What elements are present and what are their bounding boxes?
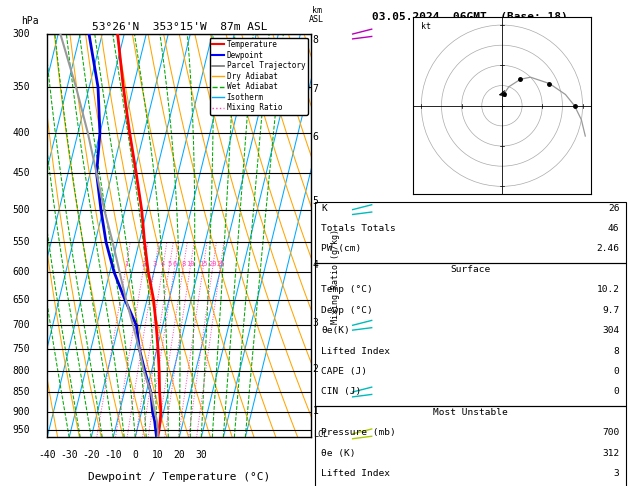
Text: 900: 900 (13, 407, 30, 417)
Text: 0: 0 (614, 387, 620, 397)
Text: 8: 8 (313, 35, 318, 45)
Text: km
ASL: km ASL (309, 6, 324, 24)
Text: Temp (°C): Temp (°C) (321, 285, 372, 295)
Text: 15: 15 (199, 260, 208, 266)
Text: 25: 25 (216, 260, 225, 266)
Text: -10: -10 (104, 450, 122, 459)
Text: 750: 750 (13, 344, 30, 354)
Text: Most Unstable: Most Unstable (433, 408, 508, 417)
Text: Surface: Surface (450, 265, 490, 274)
Text: 450: 450 (13, 168, 30, 178)
Text: 800: 800 (13, 366, 30, 376)
Text: 7: 7 (313, 84, 318, 94)
Text: 304: 304 (602, 326, 620, 335)
Text: 550: 550 (13, 237, 30, 247)
Text: 30: 30 (196, 450, 207, 459)
Text: 10: 10 (152, 450, 163, 459)
Text: 600: 600 (13, 267, 30, 278)
Text: 4: 4 (313, 260, 318, 270)
Text: 2.46: 2.46 (596, 244, 620, 254)
Text: 3: 3 (313, 318, 318, 328)
Text: CAPE (J): CAPE (J) (321, 367, 367, 376)
Text: 4: 4 (161, 260, 165, 266)
Text: LCL: LCL (313, 431, 328, 439)
Text: hPa: hPa (21, 16, 39, 26)
Text: 700: 700 (602, 428, 620, 437)
Text: 2: 2 (313, 364, 318, 374)
Text: 3: 3 (614, 469, 620, 478)
Text: 400: 400 (13, 128, 30, 138)
Text: Lifted Index: Lifted Index (321, 347, 390, 356)
Text: 700: 700 (13, 320, 30, 330)
Text: Lifted Index: Lifted Index (321, 469, 390, 478)
Legend: Temperature, Dewpoint, Parcel Trajectory, Dry Adiabat, Wet Adiabat, Isotherm, Mi: Temperature, Dewpoint, Parcel Trajectory… (210, 38, 308, 115)
Text: 9.7: 9.7 (602, 306, 620, 315)
Text: 5: 5 (313, 195, 318, 206)
Text: 300: 300 (13, 29, 30, 39)
Title: 53°26'N  353°15'W  87m ASL: 53°26'N 353°15'W 87m ASL (91, 22, 267, 32)
Text: θe(K): θe(K) (321, 326, 350, 335)
Text: 350: 350 (13, 82, 30, 92)
Text: Pressure (mb): Pressure (mb) (321, 428, 396, 437)
Text: -40: -40 (38, 450, 56, 459)
Text: 26: 26 (608, 204, 620, 213)
Text: CIN (J): CIN (J) (321, 387, 361, 397)
Text: Totals Totals: Totals Totals (321, 224, 396, 233)
Text: -30: -30 (60, 450, 78, 459)
Text: 10: 10 (186, 260, 194, 266)
Text: 500: 500 (13, 205, 30, 215)
Text: 0: 0 (132, 450, 138, 459)
Text: 20: 20 (174, 450, 185, 459)
Text: Mixing Ratio (g/kg): Mixing Ratio (g/kg) (331, 228, 340, 324)
Text: 03.05.2024  06GMT  (Base: 18): 03.05.2024 06GMT (Base: 18) (372, 12, 568, 22)
Text: PW (cm): PW (cm) (321, 244, 361, 254)
Text: 312: 312 (602, 449, 620, 458)
Text: Dewpoint / Temperature (°C): Dewpoint / Temperature (°C) (88, 472, 270, 482)
Text: 3: 3 (153, 260, 157, 266)
Text: θe (K): θe (K) (321, 449, 355, 458)
Text: 46: 46 (608, 224, 620, 233)
Text: K: K (321, 204, 326, 213)
Text: 950: 950 (13, 425, 30, 435)
Text: 5: 5 (167, 260, 172, 266)
Text: 1: 1 (313, 406, 318, 417)
Text: 2: 2 (142, 260, 146, 266)
Text: 8: 8 (181, 260, 186, 266)
Text: Dewp (°C): Dewp (°C) (321, 306, 372, 315)
Text: 1: 1 (124, 260, 128, 266)
Text: 6: 6 (313, 132, 318, 142)
Text: 850: 850 (13, 387, 30, 397)
Text: 0: 0 (614, 367, 620, 376)
Text: 20: 20 (209, 260, 217, 266)
Text: -20: -20 (82, 450, 100, 459)
Text: 8: 8 (614, 347, 620, 356)
Text: 10.2: 10.2 (596, 285, 620, 295)
Text: 650: 650 (13, 295, 30, 305)
Text: 6: 6 (172, 260, 177, 266)
